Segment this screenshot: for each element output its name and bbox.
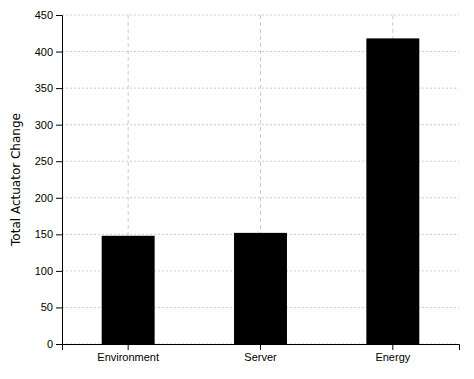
bar <box>366 38 419 344</box>
y-tick: 350 <box>35 82 62 94</box>
plot: 0 50 100 150 200 250 300 350 400 450 Environment Se… <box>35 9 460 363</box>
y-tick: 0 <box>47 338 62 350</box>
y-tick: 300 <box>35 119 62 131</box>
y-axis-line <box>56 16 63 345</box>
x-tick-mark <box>260 344 261 350</box>
y-tick-mark <box>56 344 62 345</box>
y-tick: 50 <box>41 301 62 313</box>
y-tick-label: 50 <box>41 301 53 313</box>
bar <box>102 236 155 344</box>
x-axis: Environment Server Energy <box>63 344 460 363</box>
y-tick-mark <box>56 15 62 16</box>
y-axis-title: Total Actuator Change <box>9 113 23 247</box>
y-tick-label: 350 <box>35 82 53 94</box>
y-tick-mark <box>56 125 62 126</box>
y-tick-label: 200 <box>35 192 53 204</box>
y-tick-label: 250 <box>35 155 53 167</box>
x-tick-mark <box>392 344 393 350</box>
grid <box>62 15 459 344</box>
y-tick: 100 <box>35 265 62 277</box>
y-tick-label: 0 <box>47 338 53 350</box>
bar <box>234 233 287 344</box>
y-tick-label: 400 <box>35 46 53 58</box>
x-tick: Environment <box>97 344 159 363</box>
y-tick-mark <box>56 234 62 235</box>
y-tick-label: 150 <box>35 228 53 240</box>
y-tick: 250 <box>35 155 62 167</box>
y-tick: 200 <box>35 192 62 204</box>
y-tick-mark <box>56 307 62 308</box>
x-tick-label: Server <box>244 351 277 363</box>
y-tick-mark <box>56 88 62 89</box>
y-tick-label: 450 <box>35 9 53 21</box>
y-tick-mark <box>56 198 62 199</box>
x-tick-mark <box>128 344 129 350</box>
y-tick-mark <box>56 52 62 53</box>
y-tick-label: 300 <box>35 119 53 131</box>
y-axis: 0 50 100 150 200 250 300 350 400 450 <box>35 9 63 350</box>
bars <box>102 38 420 344</box>
y-tick: 450 <box>35 9 62 21</box>
y-tick: 400 <box>35 46 62 58</box>
y-tick: 150 <box>35 228 62 240</box>
x-axis-line <box>63 345 460 351</box>
y-tick-mark <box>56 161 62 162</box>
x-tick: Server <box>244 344 277 363</box>
x-tick-label: Environment <box>97 351 159 363</box>
chart: 0 50 100 150 200 250 300 350 400 450 Environment Se… <box>0 0 474 379</box>
y-tick-mark <box>56 271 62 272</box>
x-tick-label: Energy <box>375 351 410 363</box>
y-tick-label: 100 <box>35 265 53 277</box>
x-tick: Energy <box>375 344 410 363</box>
